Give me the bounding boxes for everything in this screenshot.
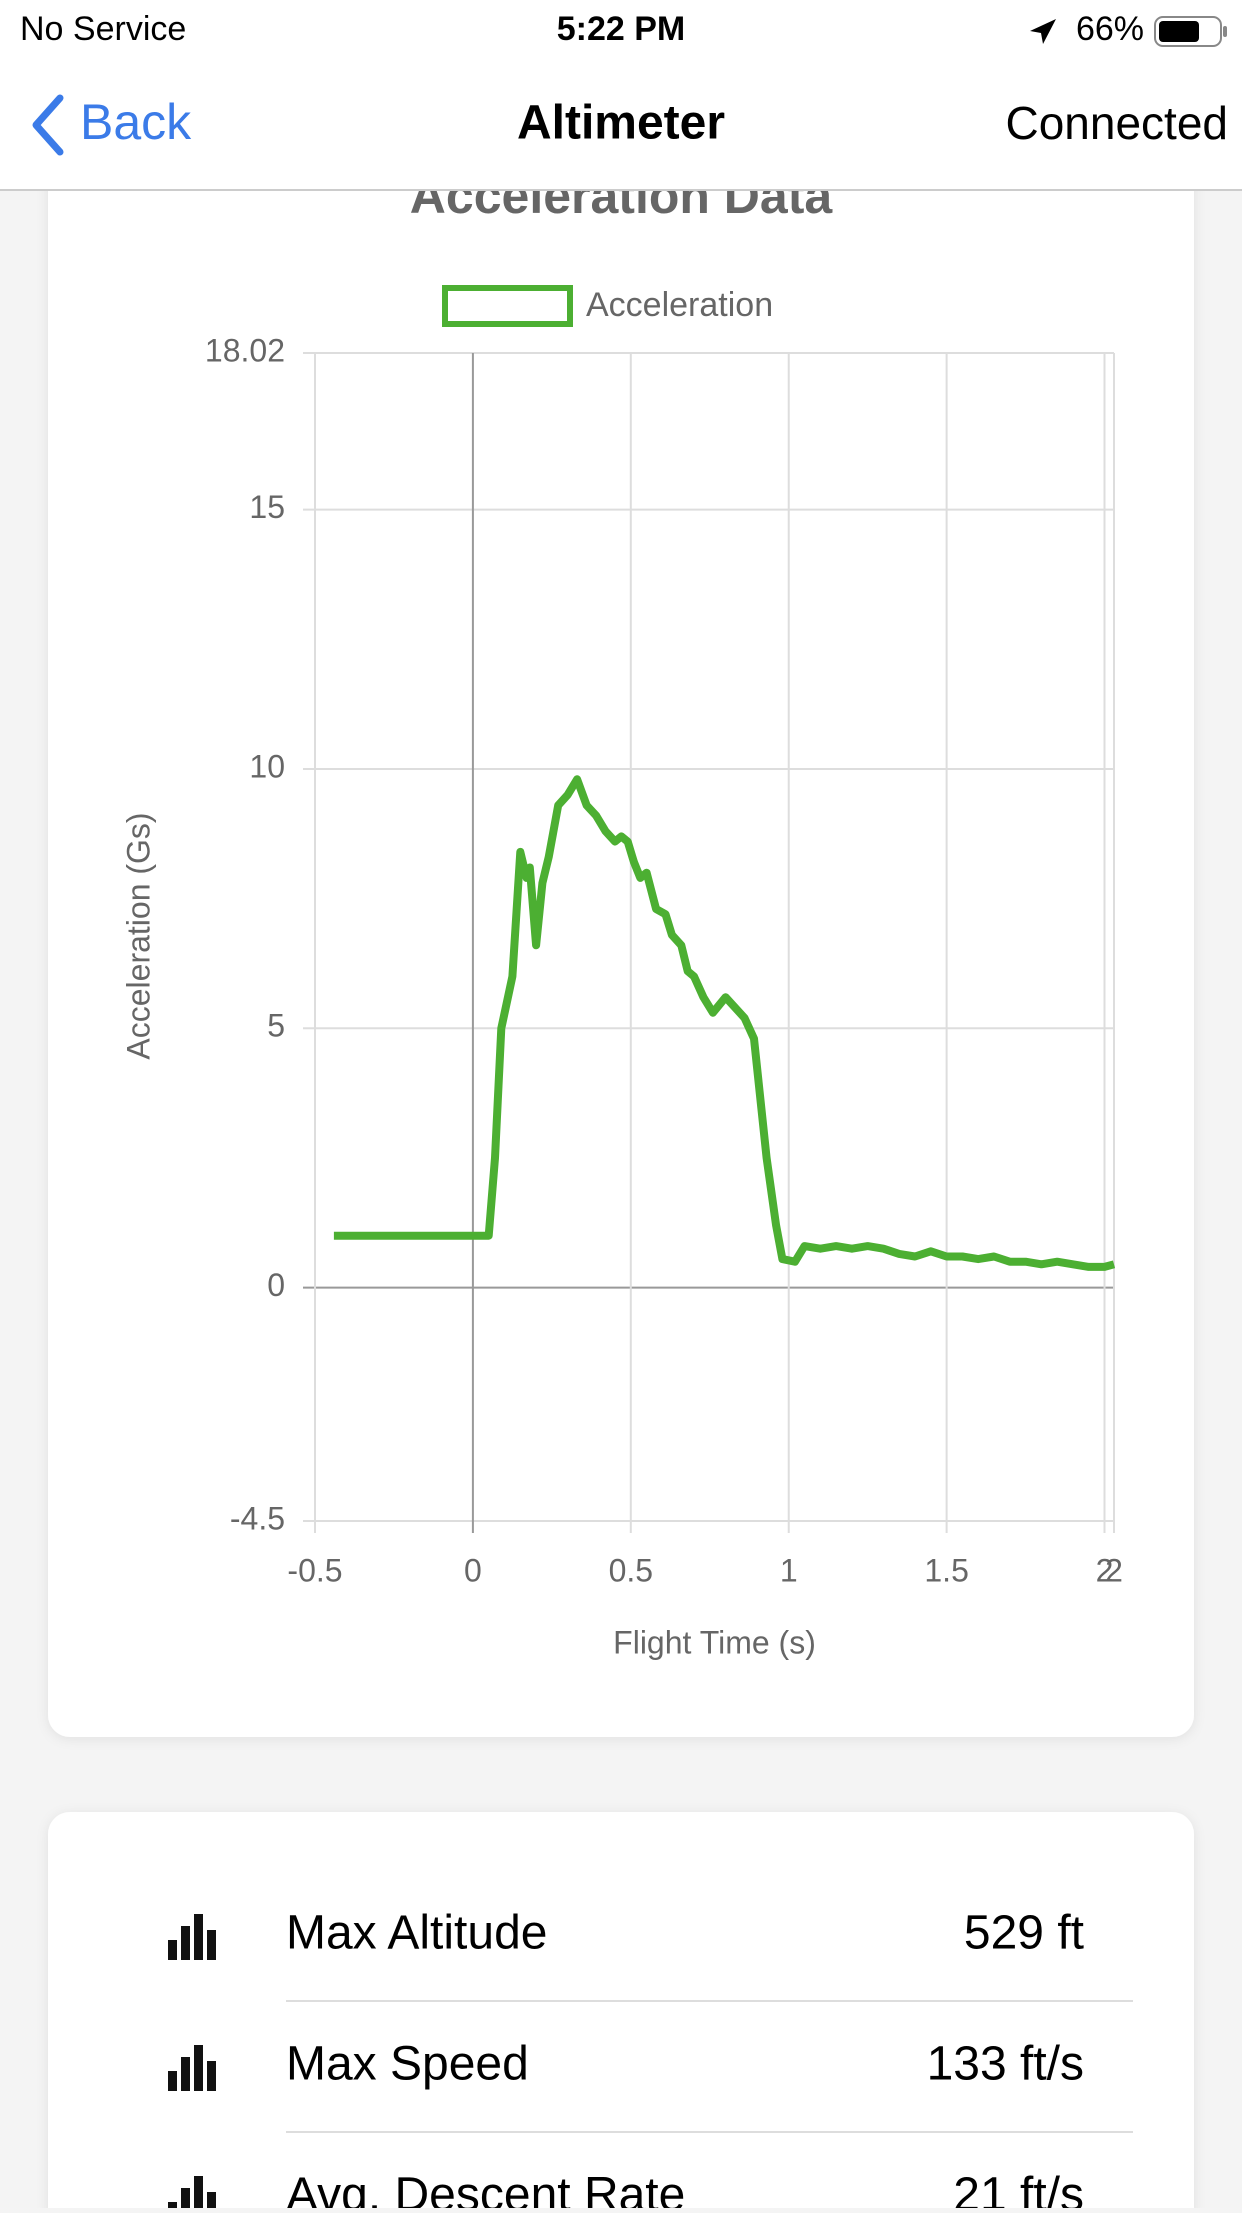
stat-label: Max Speed: [286, 2038, 529, 2091]
stat-icon-bar: [181, 2188, 190, 2213]
back-button[interactable]: Back: [32, 94, 192, 156]
battery-fill: [1159, 21, 1199, 42]
x-tick-label: -0.5: [287, 1552, 342, 1588]
y-tick-label: 10: [249, 748, 285, 784]
stat-icon-bar: [194, 1914, 203, 1960]
stat-value: 529 ft: [964, 1907, 1084, 1960]
stat-label: Max Altitude: [286, 1907, 547, 1960]
y-tick-label: 0: [267, 1267, 285, 1303]
legend-swatch: [442, 285, 573, 327]
y-tick-label: 15: [249, 489, 285, 525]
stat-icon-bar: [207, 2061, 216, 2091]
x-tick-label: 0: [464, 1552, 482, 1588]
stat-value: 21 ft/s: [953, 2169, 1084, 2208]
data-line: [333, 775, 1116, 1271]
x-tick-label: 1: [780, 1552, 798, 1588]
stats-card: [48, 1812, 1194, 2213]
back-chevron: [32, 94, 64, 156]
location-icon: [1030, 19, 1056, 44]
stat-icon-bar: [181, 2057, 190, 2091]
battery-tip: [1223, 26, 1227, 37]
y-tick-label: 18.02: [205, 332, 285, 368]
stat-icon-bar: [168, 2071, 177, 2091]
legend-label: Acceleration: [586, 286, 773, 324]
stat-icon-bar: [207, 2192, 216, 2213]
y-axis-title: Acceleration (Gs): [120, 812, 156, 1059]
stat-label: Avg. Descent Rate: [286, 2169, 685, 2208]
nav-title: Altimeter: [517, 97, 725, 150]
x-tick-label: 2: [1105, 1552, 1123, 1588]
x-axis-title: Flight Time (s): [613, 1624, 816, 1660]
y-tick-label: 5: [267, 1008, 285, 1044]
stat-icon-bar: [194, 2176, 203, 2213]
x-tick-label: 0.5: [609, 1552, 653, 1588]
back-label[interactable]: Back: [80, 94, 192, 150]
stat-icon-bar: [194, 2045, 203, 2091]
battery-icon: [1154, 16, 1222, 47]
carrier: No Service: [20, 10, 186, 48]
x-tick-label: 1.5: [924, 1552, 968, 1588]
clock: 5:22 PM: [557, 10, 686, 48]
stat-icon-bar: [207, 1930, 216, 1960]
battery-level: 66%: [1076, 10, 1144, 48]
connection-status[interactable]: Connected: [1006, 97, 1229, 149]
stat-icon-bar: [181, 1926, 190, 1960]
stat-icon-bar: [168, 1940, 177, 1960]
chart-card: [48, 150, 1194, 1737]
y-tick-label: -4.5: [230, 1500, 285, 1536]
stat-icon-bar: [168, 2202, 177, 2213]
stat-value: 133 ft/s: [927, 2038, 1084, 2091]
x-tick-label: 2: [1096, 1552, 1114, 1588]
